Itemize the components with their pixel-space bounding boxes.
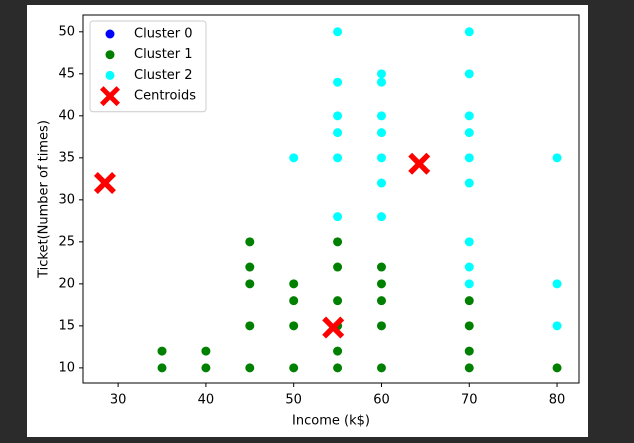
y-tick-label: 15	[58, 318, 75, 333]
legend-label: Centroids	[134, 89, 196, 104]
x-tick-label: 80	[549, 393, 566, 408]
point	[464, 363, 474, 373]
point	[376, 321, 386, 331]
point	[464, 178, 474, 188]
x-tick-label: 70	[461, 393, 478, 408]
legend-marker	[105, 29, 115, 39]
point	[333, 27, 343, 37]
point	[333, 212, 343, 222]
point	[333, 237, 343, 247]
point	[376, 296, 386, 306]
legend-marker	[105, 70, 115, 80]
legend-label: Cluster 2	[134, 68, 193, 83]
point	[376, 178, 386, 188]
point	[376, 111, 386, 121]
y-tick-label: 30	[58, 192, 75, 207]
point	[289, 153, 299, 163]
point	[245, 321, 255, 331]
y-tick-label: 10	[58, 360, 75, 375]
point	[464, 27, 474, 37]
point	[552, 153, 562, 163]
point	[289, 321, 299, 331]
point	[333, 77, 343, 87]
point	[333, 363, 343, 373]
point	[464, 153, 474, 163]
point	[245, 363, 255, 373]
point	[376, 363, 386, 373]
point	[464, 279, 474, 289]
legend-marker	[100, 86, 120, 107]
point	[201, 363, 211, 373]
point	[464, 237, 474, 247]
point	[376, 212, 386, 222]
point	[464, 111, 474, 121]
point	[464, 262, 474, 272]
point	[333, 262, 343, 272]
point	[552, 321, 562, 331]
x-tick-label: 60	[373, 393, 390, 408]
point	[333, 296, 343, 306]
y-tick-label: 35	[58, 150, 75, 165]
centroid-marker	[93, 172, 116, 195]
x-tick-label: 40	[198, 393, 215, 408]
x-tick-label: 30	[110, 393, 127, 408]
point	[333, 153, 343, 163]
point	[464, 69, 474, 79]
centroid-marker	[408, 152, 431, 175]
y-tick-label: 50	[58, 24, 75, 39]
point	[157, 346, 167, 356]
point	[552, 279, 562, 289]
y-tick-label: 45	[58, 66, 75, 81]
point	[245, 262, 255, 272]
y-tick-label: 20	[58, 276, 75, 291]
point	[333, 111, 343, 121]
point	[289, 296, 299, 306]
x-tick-label: 50	[285, 393, 302, 408]
axes-frame	[82, 14, 580, 384]
y-tick-label: 25	[58, 234, 75, 249]
point	[376, 77, 386, 87]
point	[552, 363, 562, 373]
legend-label: Cluster 1	[134, 47, 193, 62]
point	[289, 363, 299, 373]
point	[376, 279, 386, 289]
x-axis-label: Income (k$)	[292, 414, 370, 429]
point	[464, 128, 474, 138]
point	[376, 69, 386, 79]
point	[333, 346, 343, 356]
point	[333, 128, 343, 138]
point	[376, 128, 386, 138]
centroid-marker	[322, 316, 345, 339]
point	[201, 346, 211, 356]
point	[464, 296, 474, 306]
y-axis-label: Ticket(Number of times)	[37, 120, 52, 279]
point	[157, 363, 167, 373]
y-tick-label: 40	[58, 108, 75, 123]
point	[245, 279, 255, 289]
point	[464, 321, 474, 331]
legend-label: Cluster 0	[134, 27, 193, 42]
point	[245, 237, 255, 247]
legend-marker	[105, 50, 115, 60]
point	[376, 153, 386, 163]
point	[289, 279, 299, 289]
point	[464, 346, 474, 356]
point	[376, 262, 386, 272]
